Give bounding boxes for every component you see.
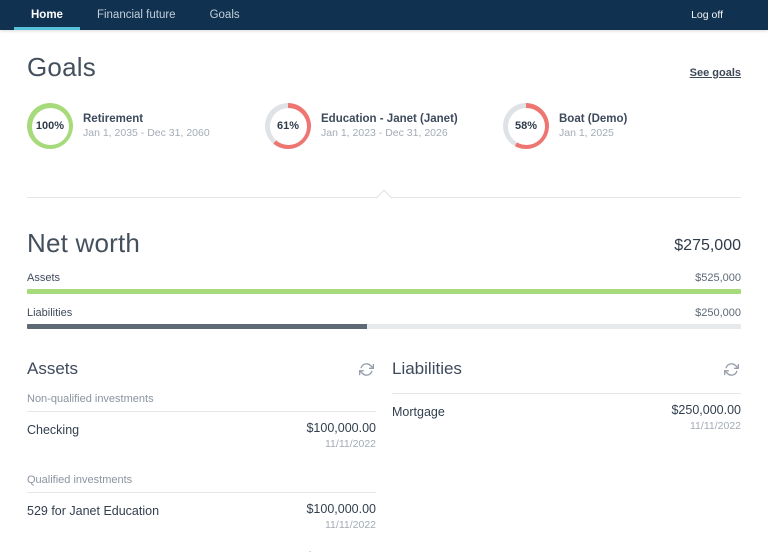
goals-section-title: Goals — [27, 52, 96, 82]
assets-refresh-button[interactable] — [357, 360, 376, 379]
account-name: Checking — [27, 423, 80, 437]
account-amount: $100,000.00 — [306, 421, 376, 435]
section-label-qualified: Qualified investments — [27, 474, 376, 493]
goals-row: 100% Retirement Jan 1, 2035 - Dec 31, 20… — [27, 103, 741, 149]
goal-item-retirement[interactable]: 100% Retirement Jan 1, 2035 - Dec 31, 20… — [27, 103, 265, 149]
goal-text: Retirement Jan 1, 2035 - Dec 31, 2060 — [83, 113, 210, 139]
account-name: Mortgage — [392, 405, 445, 419]
refresh-icon — [723, 362, 740, 380]
account-values: $250,000.00 11/11/2022 — [671, 403, 741, 432]
nav-tab-goals[interactable]: Goals — [209, 9, 240, 21]
account-date: 11/11/2022 — [690, 420, 741, 432]
liabilities-meter-label: Liabilities — [27, 307, 73, 319]
assets-meter-value: $525,000 — [695, 272, 741, 284]
goal-progress-ring: 58% — [503, 103, 549, 149]
goal-item-boat[interactable]: 58% Boat (Demo) Jan 1, 2025 — [503, 103, 741, 149]
goal-dates: Jan 1, 2023 - Dec 31, 2026 — [321, 127, 448, 139]
liabilities-meter: Liabilities $250,000 — [27, 307, 741, 329]
liabilities-panel-header: Liabilities — [392, 359, 741, 379]
account-amount: $100,000.00 — [306, 502, 376, 516]
goal-progress-value: 100% — [31, 107, 69, 145]
see-goals-link[interactable]: See goals — [689, 67, 741, 79]
liabilities-meter-fill — [27, 324, 367, 329]
nav-tab-financial-future[interactable]: Financial future — [96, 9, 176, 21]
goal-progress-value: 58% — [507, 107, 545, 145]
account-amount: $100,000.00 — [306, 550, 376, 552]
goal-progress-ring: 61% — [265, 103, 311, 149]
nav-tab-home[interactable]: Home — [14, 0, 80, 30]
liabilities-meter-labels: Liabilities $250,000 — [27, 307, 741, 319]
liabilities-refresh-button[interactable] — [722, 360, 741, 379]
goals-collapse-toggle[interactable] — [27, 189, 741, 207]
account-values: $100,000.00 11/11/2022 — [306, 421, 376, 450]
networth-header: Net worth $275,000 — [27, 228, 741, 259]
account-amount: $250,000.00 — [671, 403, 741, 417]
assets-panel: Assets Non-qualified investments Checkin… — [27, 359, 376, 552]
nav-spacer — [257, 0, 691, 30]
goal-name: Education - Janet (Janet) — [321, 113, 458, 125]
goal-dates: Jan 1, 2035 - Dec 31, 2060 — [83, 127, 210, 139]
assets-meter-labels: Assets $525,000 — [27, 272, 741, 284]
goal-dates: Jan 1, 2025 — [559, 127, 614, 139]
goal-progress-value: 61% — [269, 107, 307, 145]
networth-total: $275,000 — [674, 237, 741, 254]
goal-text: Boat (Demo) Jan 1, 2025 — [559, 113, 627, 139]
log-off-button[interactable]: Log off — [691, 9, 723, 21]
goal-text: Education - Janet (Janet) Jan 1, 2023 - … — [321, 113, 458, 139]
assets-meter: Assets $525,000 — [27, 272, 741, 294]
section-label-non-qualified: Non-qualified investments — [27, 393, 376, 412]
assets-panel-header: Assets — [27, 359, 376, 379]
networth-title: Net worth — [27, 228, 141, 258]
account-name: 529 for Janet Education — [27, 504, 160, 518]
page-content: Goals See goals 100% Retirement Jan 1, 2… — [0, 52, 768, 552]
goal-item-education[interactable]: 61% Education - Janet (Janet) Jan 1, 202… — [265, 103, 503, 149]
assets-panel-title: Assets — [27, 359, 79, 378]
liabilities-meter-value: $250,000 — [695, 307, 741, 319]
account-row-mortgage: Mortgage $250,000.00 11/11/2022 — [392, 394, 741, 442]
assets-meter-fill — [27, 289, 741, 294]
account-row-529: 529 for Janet Education $100,000.00 11/1… — [27, 493, 376, 541]
goal-name: Retirement — [83, 113, 144, 125]
goals-header: Goals See goals — [27, 52, 741, 83]
goal-name: Boat (Demo) — [559, 113, 628, 125]
assets-meter-track — [27, 289, 741, 294]
account-date: 11/11/2022 — [325, 519, 376, 531]
account-date: 11/11/2022 — [325, 438, 376, 450]
goal-progress-ring: 100% — [27, 103, 73, 149]
accounts-panels: Assets Non-qualified investments Checkin… — [27, 359, 741, 552]
divider — [392, 393, 741, 394]
nav-tabs: Home Financial future Goals — [14, 0, 257, 30]
chevron-up-icon — [375, 189, 393, 207]
liabilities-meter-track — [27, 324, 741, 329]
account-row-401k: 401k $100,000.00 11/11/2022 — [27, 541, 376, 552]
refresh-icon — [358, 362, 375, 380]
account-values: $100,000.00 11/11/2022 — [306, 502, 376, 531]
account-row-checking: Checking $100,000.00 11/11/2022 — [27, 412, 376, 460]
liabilities-panel-title: Liabilities — [392, 359, 462, 378]
liabilities-panel: Liabilities Mortgage $250,000.00 — [392, 359, 741, 552]
account-values: $100,000.00 11/11/2022 — [306, 550, 376, 552]
assets-meter-label: Assets — [27, 272, 61, 284]
top-nav: Home Financial future Goals Log off — [0, 0, 768, 30]
